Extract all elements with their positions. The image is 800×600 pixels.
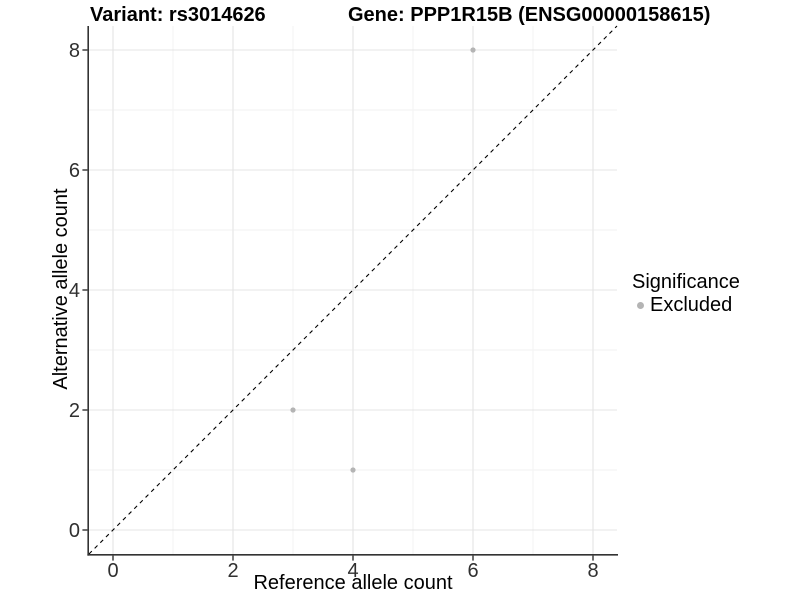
y-tick-label: 4 xyxy=(69,280,80,302)
x-tick-label: 2 xyxy=(227,560,238,582)
x-tick-label: 8 xyxy=(587,560,598,582)
x-tick-label: 4 xyxy=(347,560,358,582)
legend: Significance Excluded xyxy=(632,270,740,316)
legend-item-excluded: Excluded xyxy=(632,294,740,316)
plot-title-gene: Gene: PPP1R15B (ENSG00000158615) xyxy=(348,4,711,26)
x-tick-label: 0 xyxy=(107,560,118,582)
y-tick-label: 2 xyxy=(69,400,80,422)
legend-item-label: Excluded xyxy=(650,294,733,316)
data-point xyxy=(470,47,476,53)
data-point xyxy=(350,467,356,473)
plot-title-variant: Variant: rs3014626 xyxy=(90,4,266,26)
y-tick-label: 8 xyxy=(69,40,80,62)
y-tick-label: 6 xyxy=(69,160,80,182)
x-tick-label: 6 xyxy=(467,560,478,582)
legend-title: Significance xyxy=(632,271,740,293)
y-tick-label: 0 xyxy=(69,520,80,542)
x-axis-title: Reference allele count xyxy=(253,572,453,594)
y-axis-title: Alternative allele count xyxy=(50,188,72,390)
data-point xyxy=(290,407,296,413)
excluded-marker-icon xyxy=(637,301,644,309)
